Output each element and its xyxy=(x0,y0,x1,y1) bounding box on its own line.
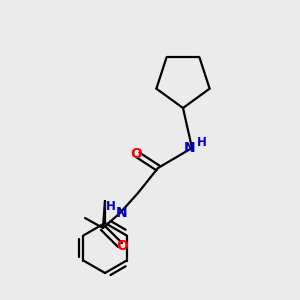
Text: O: O xyxy=(116,239,128,253)
Text: O: O xyxy=(130,147,142,161)
Text: H: H xyxy=(106,200,116,214)
Text: N: N xyxy=(184,141,196,155)
Text: H: H xyxy=(197,136,207,148)
Text: N: N xyxy=(116,206,128,220)
